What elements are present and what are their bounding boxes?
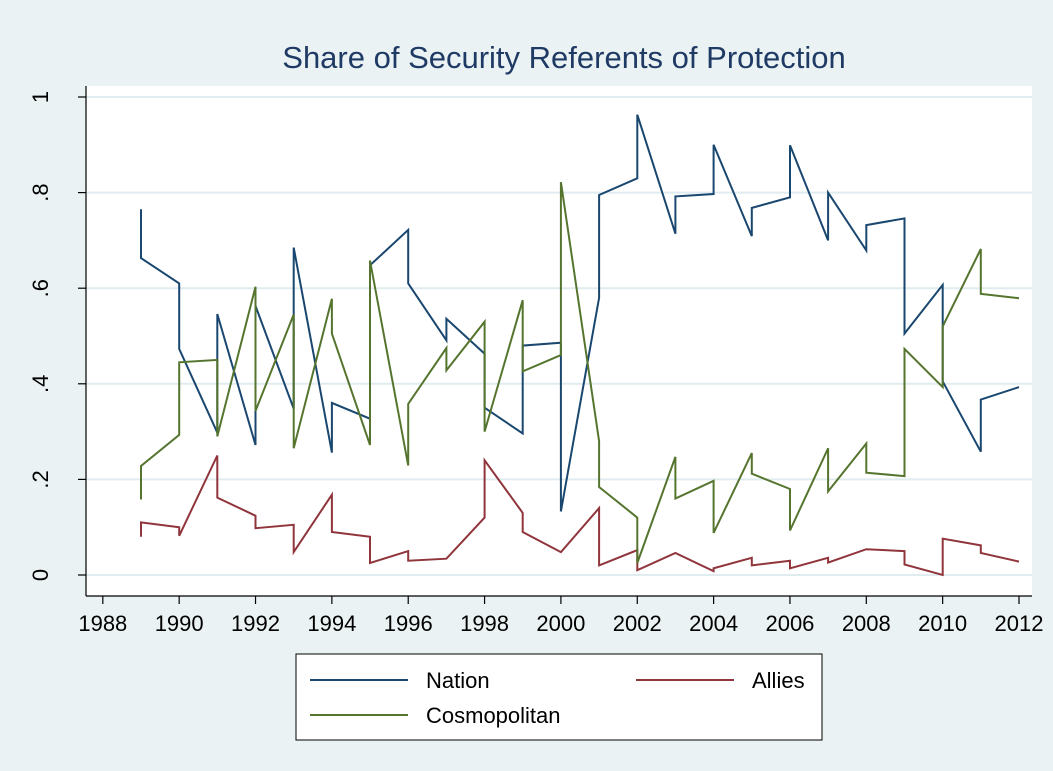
y-tick-label: .6 <box>28 279 53 297</box>
x-tick-label: 1992 <box>231 611 280 636</box>
legend-label-allies: Allies <box>752 668 805 693</box>
x-tick-label: 1988 <box>78 611 127 636</box>
y-axis-ticks: 0 .2 .4 .6 .8 1 <box>28 91 86 581</box>
series-line-nation <box>140 114 1020 512</box>
y-tick-label: .4 <box>28 375 53 393</box>
series-line-allies <box>140 455 1020 577</box>
y-tick-label: .2 <box>28 470 53 488</box>
axes <box>85 86 1032 597</box>
legend-label-nation: Nation <box>426 668 490 693</box>
x-tick-label: 1998 <box>460 611 509 636</box>
x-tick-label: 2004 <box>689 611 738 636</box>
legend-box <box>295 653 823 741</box>
x-tick-label: 2010 <box>918 611 967 636</box>
x-tick-label: 2008 <box>842 611 891 636</box>
x-tick-label: 2000 <box>536 611 585 636</box>
x-tick-label: 2012 <box>995 611 1044 636</box>
series-line-cosmopolitan <box>140 181 1020 564</box>
legend-label-cosmopolitan: Cosmopolitan <box>426 703 561 728</box>
y-tick-label: .8 <box>28 183 53 201</box>
x-tick-label: 1994 <box>307 611 356 636</box>
x-tick-label: 1996 <box>384 611 433 636</box>
y-tick-label: 1 <box>28 91 53 103</box>
x-axis-ticks: 1988 1990 1992 1994 1996 1998 2000 2002 2004 2006… <box>78 596 1043 636</box>
x-tick-label: 2002 <box>613 611 662 636</box>
chart-title: Share of Security Referents of Protectio… <box>282 40 845 75</box>
legend: Nation Allies Cosmopolitan <box>295 653 823 741</box>
grid-lines <box>86 96 1032 576</box>
x-tick-label: 2006 <box>765 611 814 636</box>
plot-area <box>86 86 1032 596</box>
y-tick-label: 0 <box>28 569 53 581</box>
x-tick-label: 1990 <box>155 611 204 636</box>
series-lines <box>140 114 1020 577</box>
